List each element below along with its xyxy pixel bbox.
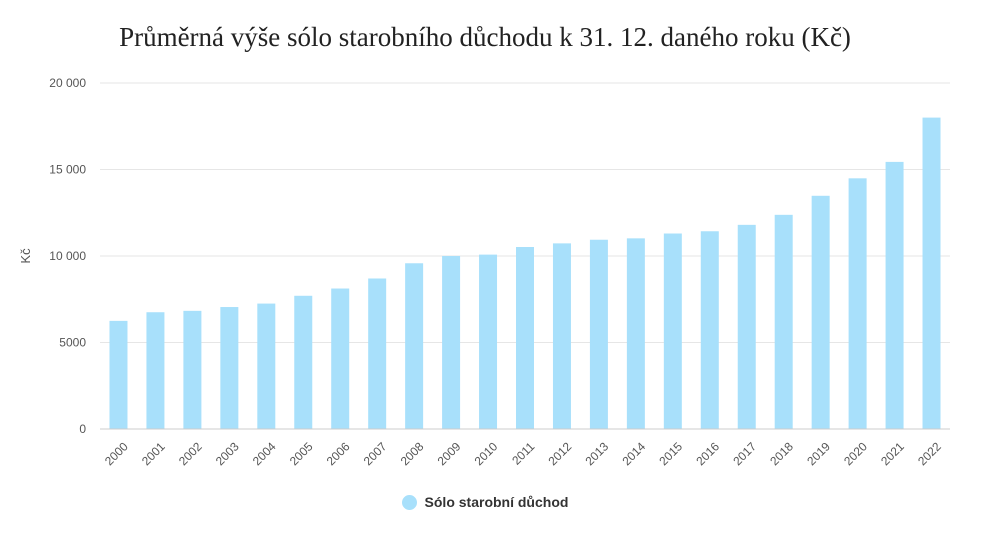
bar[interactable]: [109, 320, 128, 429]
x-tick-label: 2019: [804, 439, 833, 468]
x-tick-label: 2001: [139, 439, 168, 468]
bar[interactable]: [848, 178, 867, 429]
bar[interactable]: [146, 312, 165, 429]
x-tick-label: 2012: [546, 439, 575, 468]
bar[interactable]: [589, 239, 608, 429]
x-tick-label: 2014: [619, 439, 648, 468]
x-tick-label: 2007: [361, 439, 390, 468]
x-tick-label: 2021: [878, 439, 907, 468]
x-tick-label: 2011: [509, 439, 537, 467]
bar[interactable]: [626, 238, 645, 429]
bar[interactable]: [257, 303, 276, 429]
bar[interactable]: [516, 247, 534, 429]
bar[interactable]: [220, 307, 239, 429]
chart-title: Průměrná výše sólo starobního důchodu k …: [119, 22, 851, 52]
bar[interactable]: [885, 161, 904, 429]
y-tick-label: 5000: [59, 336, 86, 350]
legend-swatch: [401, 494, 417, 510]
x-tick-label: 2009: [435, 439, 464, 468]
x-tick-label: 2022: [915, 439, 944, 468]
x-tick-label: 2006: [324, 439, 353, 468]
bar[interactable]: [294, 295, 313, 429]
bar[interactable]: [700, 231, 719, 429]
x-tick-label: 2015: [656, 439, 685, 468]
y-tick-labels: 0 5000 10 000 15 000 20 000: [49, 76, 86, 436]
bar[interactable]: [442, 256, 461, 429]
x-tick-label: 2004: [250, 439, 279, 468]
bar[interactable]: [183, 310, 202, 429]
y-tick-label: 0: [79, 422, 86, 436]
x-tick-label: 2020: [841, 439, 870, 468]
x-tick-label: 2005: [287, 439, 316, 468]
y-tick-label: 10 000: [49, 249, 86, 263]
bar[interactable]: [479, 254, 498, 429]
bar[interactable]: [552, 243, 571, 429]
y-tick-label: 20 000: [49, 76, 86, 90]
x-tick-label: 2010: [472, 439, 501, 468]
x-tick-labels: 2000 2001 2002 2003 2004 2005 2006 2007 2008 2009…: [102, 439, 944, 468]
x-tick-label: 2002: [176, 439, 205, 468]
x-tick-label: 2003: [213, 439, 242, 468]
bar[interactable]: [368, 278, 387, 429]
bar[interactable]: [663, 233, 682, 429]
bar[interactable]: [405, 263, 424, 429]
x-tick-label: 2013: [582, 439, 611, 468]
legend-label: Sólo starobní důchod: [424, 494, 569, 510]
y-tick-label: 15 000: [49, 163, 86, 177]
bar[interactable]: [774, 214, 793, 429]
bars: [109, 117, 941, 429]
y-axis-label: Kč: [18, 248, 33, 264]
bar[interactable]: [922, 117, 941, 429]
bar[interactable]: [811, 195, 830, 429]
x-tick-label: 2000: [102, 439, 131, 468]
x-tick-label: 2016: [693, 439, 722, 468]
bar[interactable]: [331, 288, 350, 429]
x-tick-label: 2008: [398, 439, 427, 468]
x-tick-label: 2018: [767, 439, 796, 468]
legend[interactable]: Sólo starobní důchod: [0, 494, 970, 510]
x-tick-label: 2017: [730, 439, 759, 468]
bar[interactable]: [737, 224, 756, 429]
